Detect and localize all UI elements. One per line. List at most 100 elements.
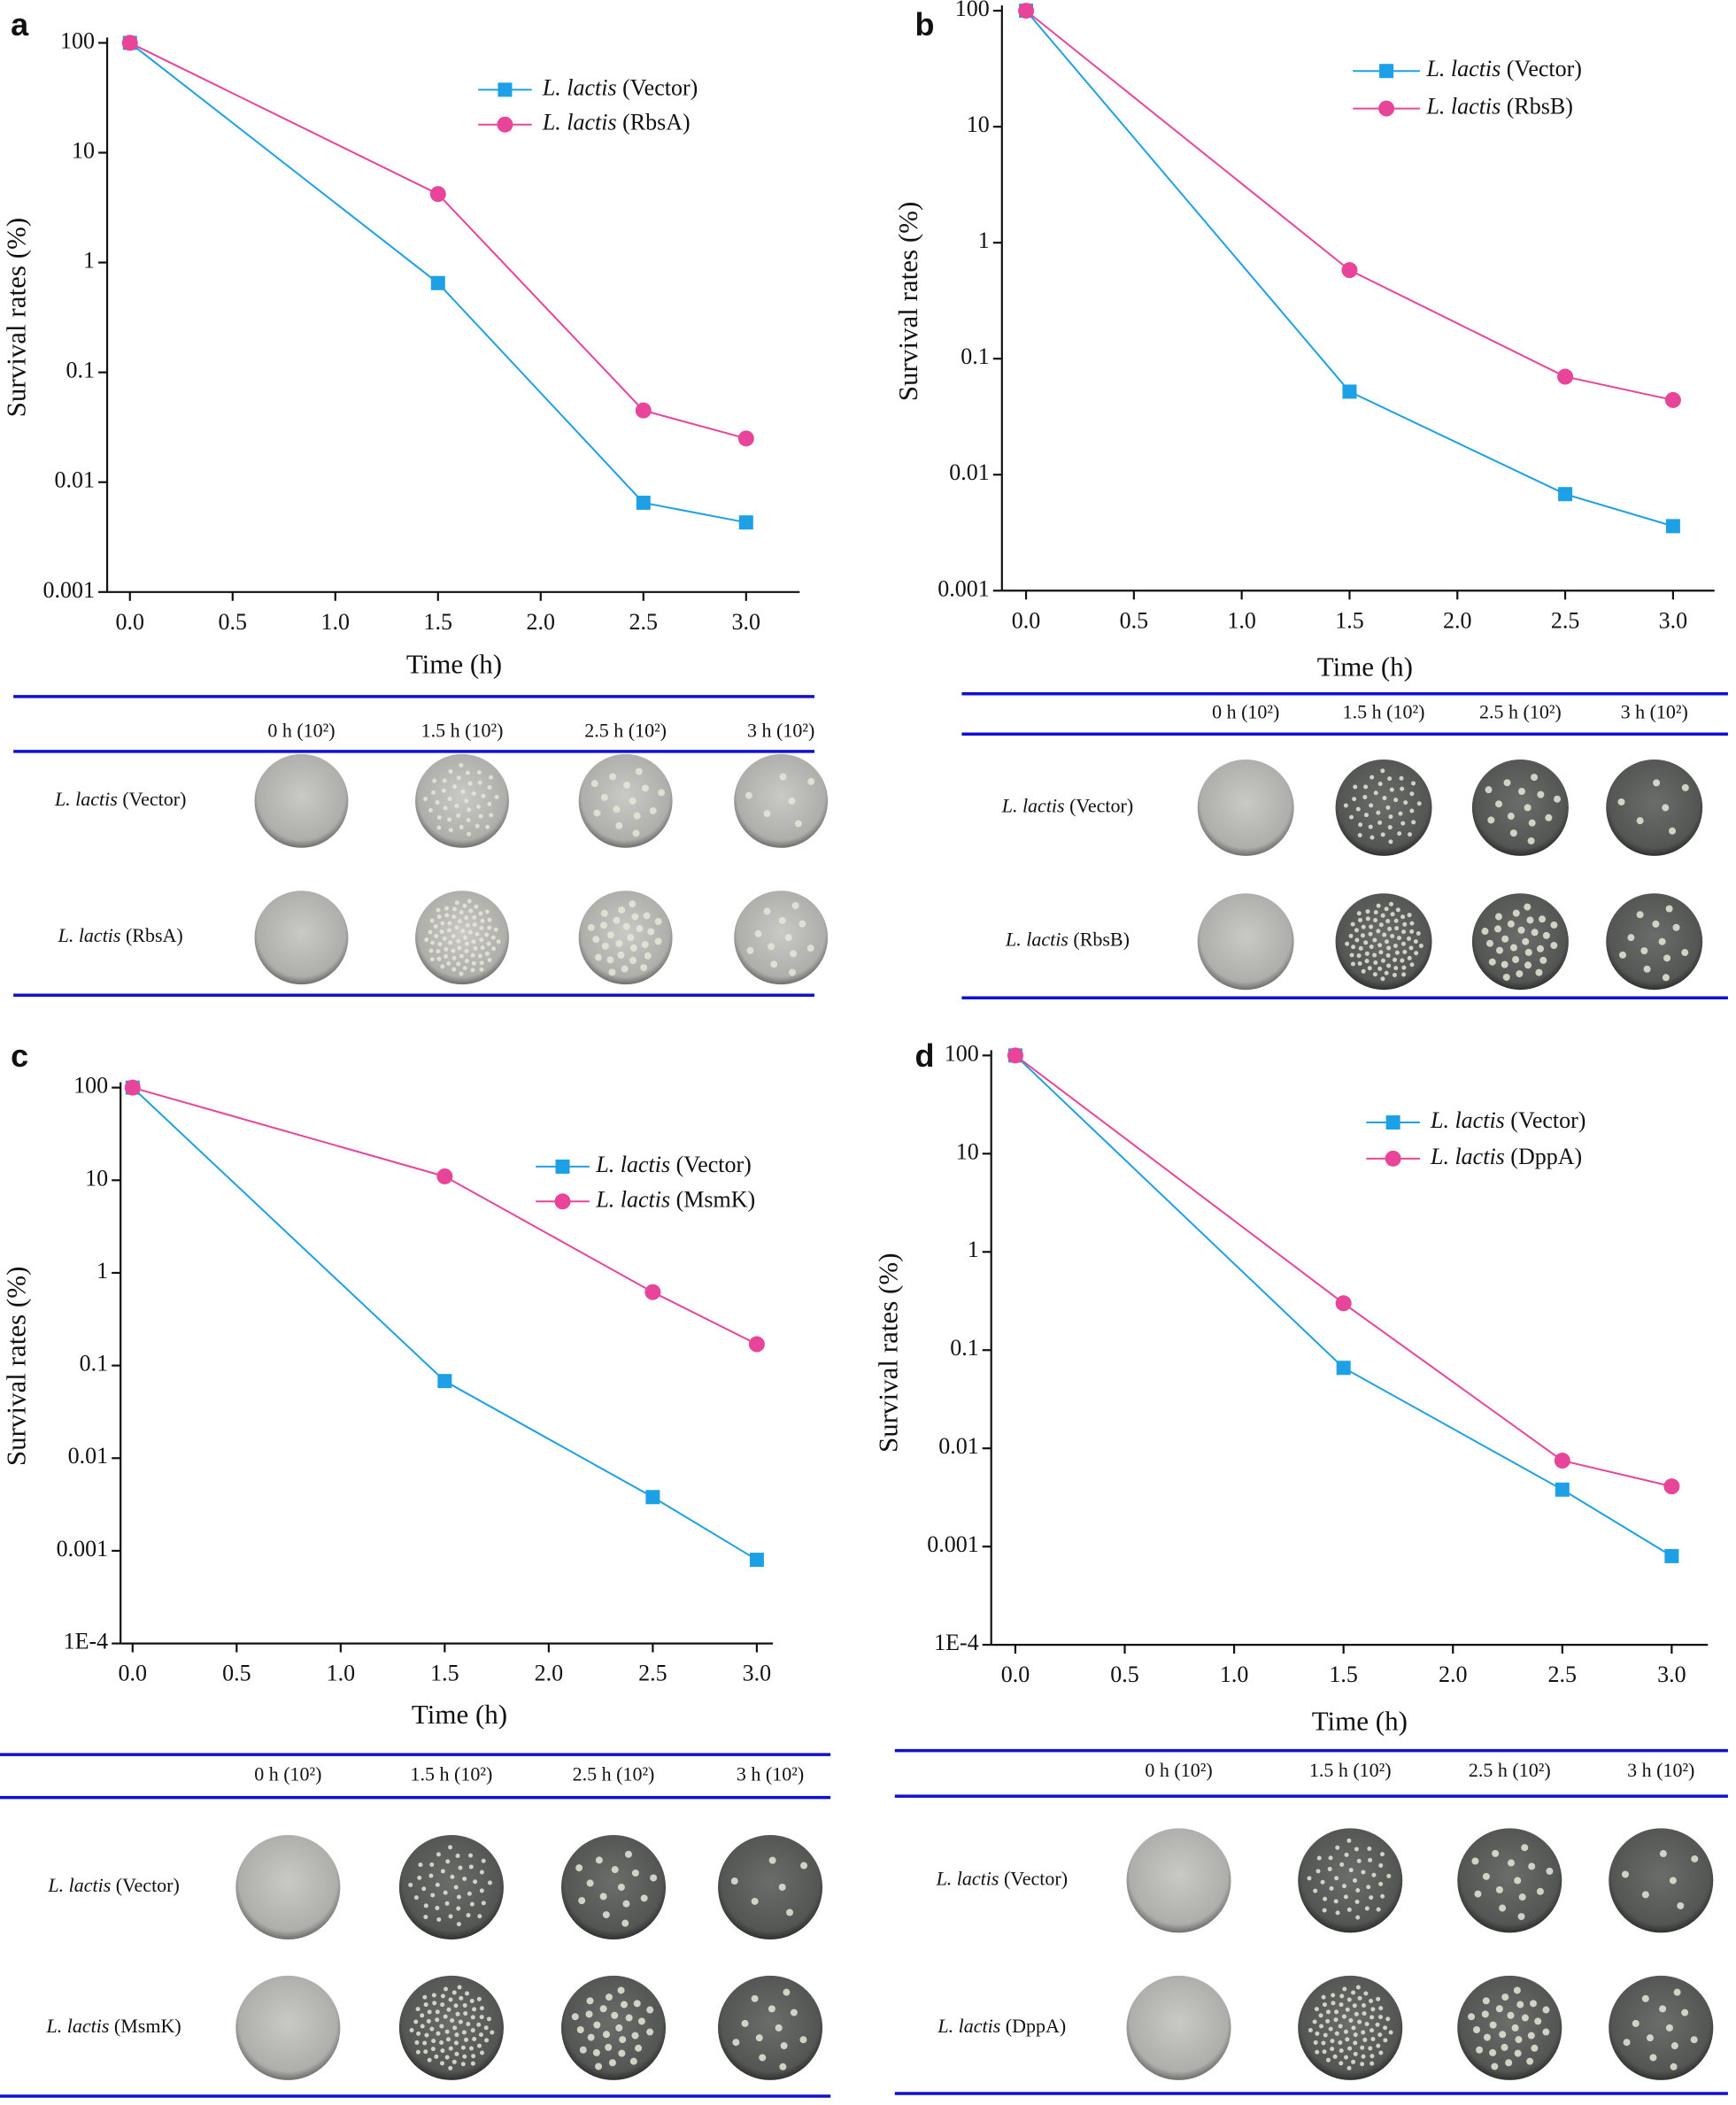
data-point <box>749 1553 764 1568</box>
colony <box>462 2002 467 2008</box>
colony <box>1335 1845 1340 1850</box>
x-tick-label: 2.0 <box>527 609 556 635</box>
y-tick-label: 10 <box>72 137 95 163</box>
data-point <box>636 495 651 510</box>
colony <box>429 2026 435 2032</box>
x-tick-label: 0.5 <box>219 609 248 635</box>
x-tick-label: 1.0 <box>327 1661 356 1686</box>
colony <box>1345 2037 1350 2042</box>
colony <box>615 939 623 947</box>
colony <box>472 2036 477 2041</box>
colony <box>592 936 600 944</box>
colony <box>445 1859 451 1864</box>
colony <box>459 1995 464 2001</box>
data-point <box>737 430 754 447</box>
column-header: 0 h (10²) <box>1145 1759 1212 1781</box>
colony <box>1368 2046 1373 2051</box>
colony <box>1356 953 1362 959</box>
colony <box>1550 921 1558 929</box>
colony <box>443 2014 448 2019</box>
colony <box>1554 795 1562 803</box>
colony <box>479 925 484 930</box>
colony <box>484 2038 490 2043</box>
colony <box>571 2013 579 2021</box>
colony <box>487 801 492 806</box>
colony <box>1313 1888 1318 1893</box>
plate-image <box>1471 759 1569 856</box>
colony <box>493 927 498 932</box>
colony <box>1362 2011 1367 2016</box>
colony <box>784 934 792 942</box>
colony <box>1355 1985 1361 1990</box>
colony <box>477 1914 482 1919</box>
plate-image <box>415 753 509 848</box>
y-tick-label: 0.1 <box>66 358 96 383</box>
colony <box>1372 952 1377 958</box>
colony <box>448 2046 453 2051</box>
colony <box>617 951 625 959</box>
colony <box>1468 2013 1476 2021</box>
data-point <box>1336 1361 1351 1376</box>
colony <box>779 2063 787 2070</box>
colony <box>1690 2036 1698 2044</box>
colony <box>730 1878 738 1885</box>
row-label: L. lactis (Vector) <box>936 1867 1068 1889</box>
colony <box>473 945 478 951</box>
colony <box>1356 911 1362 916</box>
colony <box>621 2001 629 2009</box>
colony <box>467 781 473 786</box>
colony <box>448 2065 453 2070</box>
colony <box>768 1856 776 1864</box>
colony <box>1385 2016 1391 2022</box>
column-header: 2.5 h (10²) <box>584 720 667 742</box>
colony <box>464 941 469 946</box>
data-point <box>1558 487 1573 502</box>
colony <box>475 804 481 809</box>
colony <box>421 1886 427 1892</box>
data-point <box>121 35 138 51</box>
colony <box>1527 837 1535 844</box>
colony <box>462 1877 467 1882</box>
colony <box>1393 943 1398 948</box>
colony <box>459 971 464 976</box>
colony <box>1393 918 1399 923</box>
y-tick-label: 0.1 <box>80 1351 109 1376</box>
colony <box>759 2054 767 2062</box>
colony <box>418 1862 423 1868</box>
x-tick-label: 0.5 <box>1120 607 1149 633</box>
y-tick-label: 0.01 <box>938 1433 979 1459</box>
colony <box>444 906 449 911</box>
colony <box>595 2063 603 2070</box>
colony <box>1330 2039 1335 2044</box>
panel-label: b <box>914 6 934 42</box>
colony <box>439 929 444 934</box>
colony <box>447 921 452 926</box>
colony <box>799 2036 807 2044</box>
colony <box>1482 1997 1490 2005</box>
colony <box>413 2019 419 2024</box>
colony <box>1358 917 1363 922</box>
colony <box>799 920 806 928</box>
colony <box>1411 781 1416 786</box>
colony <box>1349 814 1354 820</box>
colony <box>1397 831 1402 837</box>
colony <box>437 942 443 947</box>
colony <box>1349 952 1354 958</box>
colony <box>1384 906 1389 912</box>
x-tick-label: 3.0 <box>732 609 761 635</box>
colony <box>433 924 438 929</box>
colony <box>469 1999 475 2004</box>
colony <box>592 2048 600 2056</box>
y-tick-label: 1E-4 <box>64 1629 109 1654</box>
colony <box>1652 920 1660 928</box>
colony <box>476 770 482 775</box>
colony <box>436 1852 441 1857</box>
colony <box>484 909 490 914</box>
colony <box>429 957 435 962</box>
colony <box>1314 2007 1319 2012</box>
data-point <box>124 1079 141 1096</box>
colony <box>621 965 629 973</box>
legend-marker <box>1385 1150 1401 1167</box>
x-tick-label: 3.0 <box>743 1661 772 1686</box>
column-header: 2.5 h (10²) <box>1479 701 1562 723</box>
